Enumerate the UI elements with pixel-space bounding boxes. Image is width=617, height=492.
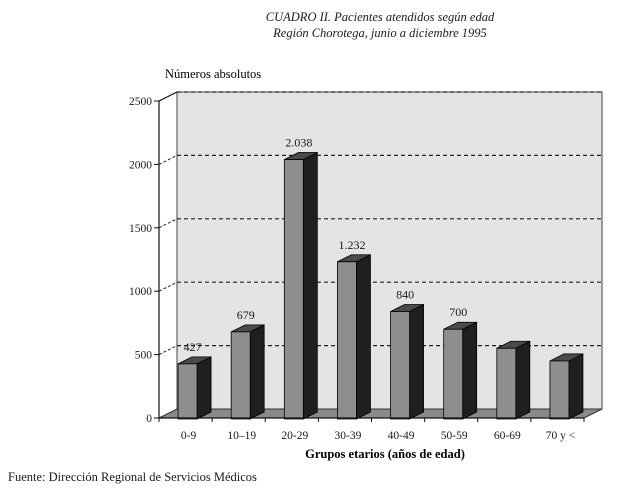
y-tick-label: 1000	[129, 286, 152, 298]
bar-side	[462, 321, 478, 420]
x-tick-label: 10–19	[227, 430, 256, 442]
data-label: 1.232	[338, 238, 365, 252]
chart-subtitle: Región Chorotega, junio a diciembre 1995	[273, 26, 487, 40]
x-tick-label: 40-49	[388, 430, 415, 442]
bar	[549, 360, 570, 420]
chart-title: CUADRO II. Pacientes atendidos según eda…	[265, 10, 495, 24]
x-tick-label: 30-39	[335, 430, 362, 442]
x-tick-label: 60-69	[494, 430, 521, 442]
bar-side	[249, 324, 265, 420]
bar-side	[356, 254, 371, 420]
bar	[390, 311, 410, 420]
y-tick-label: 0	[146, 413, 152, 425]
gridline-diagonal	[158, 345, 178, 356]
bar	[283, 159, 304, 420]
data-label: 2.038	[285, 136, 312, 150]
bar	[496, 347, 517, 420]
bar	[177, 363, 198, 420]
chart-title-block: CUADRO II. Pacientes atendidos según eda…	[230, 9, 530, 41]
bar	[230, 331, 251, 420]
bar	[443, 328, 464, 420]
data-label: 679	[237, 308, 255, 322]
data-label: 840	[396, 287, 414, 301]
bar	[337, 261, 357, 420]
source-note: Fuente: Dirección Regional de Servicios …	[8, 470, 257, 484]
data-label: 700	[449, 305, 467, 319]
y-tick-label: 2000	[129, 159, 152, 171]
x-axis-label: Grupos etarios (años de edad)	[305, 447, 465, 461]
bar-side	[568, 353, 584, 420]
y-tick-label: 2500	[129, 96, 152, 108]
gridline-diagonal	[158, 281, 178, 292]
y-tick-label: 1500	[129, 223, 152, 235]
y-tick-label: 500	[135, 350, 153, 362]
y-axis-label: Números absolutos	[165, 67, 261, 81]
gridline-diagonal	[158, 154, 178, 165]
plot-floor	[158, 408, 603, 419]
y-axis-top-edge	[158, 91, 178, 102]
bar-side	[196, 356, 212, 420]
bar-side	[515, 340, 531, 420]
bar-side	[302, 151, 318, 420]
x-tick-label: 50-59	[441, 430, 468, 442]
x-tick-label: 20-29	[281, 430, 308, 442]
x-tick-label: 70 y <	[546, 430, 576, 442]
x-tick-label: 0-9	[181, 430, 197, 442]
bar-side	[409, 303, 424, 420]
gridline-diagonal	[158, 218, 178, 229]
data-label: 427	[184, 340, 202, 354]
